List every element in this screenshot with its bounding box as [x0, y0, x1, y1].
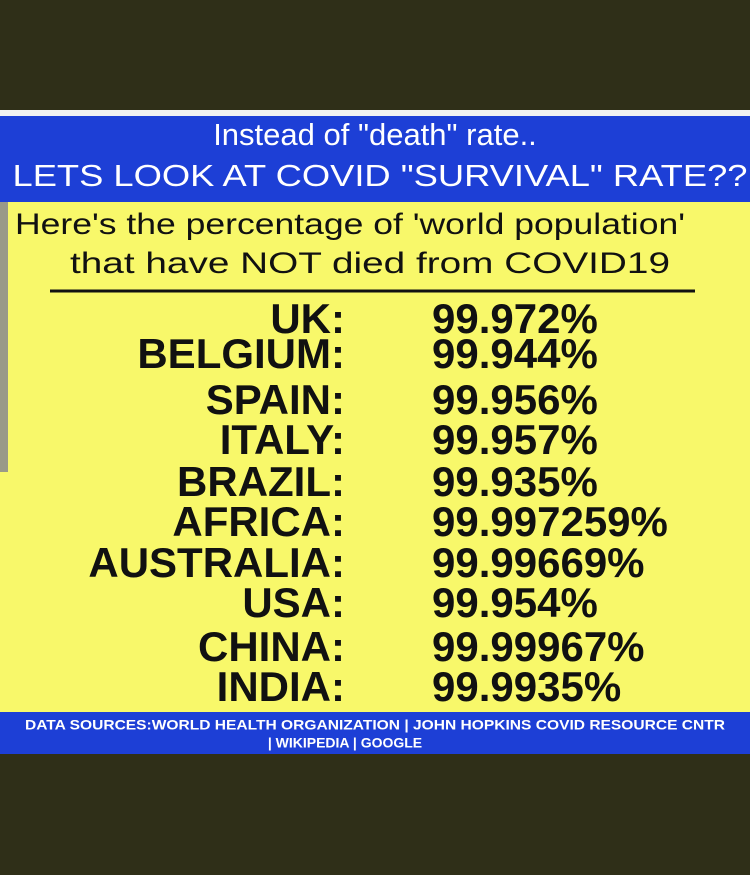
- survival-rate: 99.954%: [432, 579, 598, 626]
- country: INDIA:: [217, 663, 345, 710]
- survival-rate: 99.956%: [432, 376, 598, 423]
- header-band: [0, 116, 750, 202]
- subtitle-line: that have NOT died from COVID19: [70, 247, 670, 280]
- survival-rate: 99.9935%: [432, 663, 621, 710]
- country: ITALY:: [220, 416, 345, 463]
- survival-rate: 99.99967%: [432, 623, 645, 670]
- country: AUSTRALIA:: [88, 539, 345, 586]
- country: SPAIN:: [206, 376, 345, 423]
- survival-rate: 99.935%: [432, 458, 598, 505]
- survival-rate: 99.944%: [432, 330, 598, 377]
- subtitle-line: Here's the percentage of 'world populati…: [15, 208, 685, 241]
- country: USA:: [242, 579, 345, 626]
- survival-rate: 99.99669%: [432, 539, 645, 586]
- country: BRAZIL:: [177, 458, 345, 505]
- table: UK: 99.972% BELGIUM: 99.944% SPAIN: 99.956% IT…: [88, 295, 668, 710]
- footer-band: [0, 712, 750, 754]
- country: AFRICA:: [172, 498, 345, 545]
- footer-line: | WIKIPEDIA | GOOGLE: [268, 735, 422, 751]
- side-strip: [0, 202, 8, 472]
- country: BELGIUM:: [137, 330, 345, 377]
- survival-rate: 99.972%: [432, 295, 598, 342]
- country: CHINA:: [198, 623, 345, 670]
- top-strip: [0, 110, 750, 116]
- body-band: [0, 202, 750, 712]
- country: UK:: [270, 295, 345, 342]
- survival-rate: 99.997259%: [432, 498, 668, 545]
- survival-rate: 99.957%: [432, 416, 598, 463]
- footer-line: DATA SOURCES:WORLD HEALTH ORGANIZATION |…: [25, 717, 725, 733]
- header-line: LETS LOOK AT COVID "SURVIVAL" RATE??: [13, 158, 748, 193]
- header-line: Instead of "death" rate..: [213, 117, 537, 152]
